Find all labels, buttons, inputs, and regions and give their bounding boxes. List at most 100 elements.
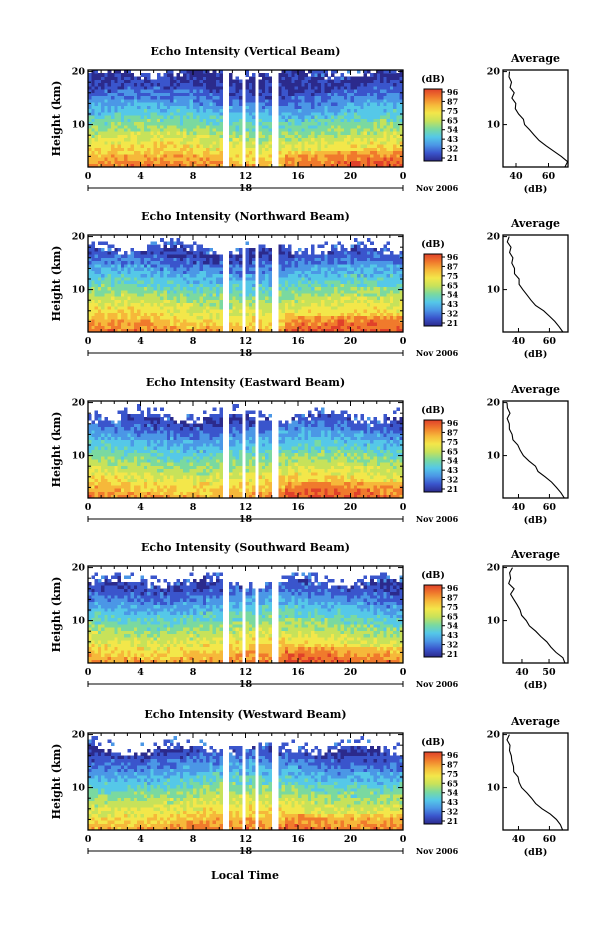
x-tick-label: 4 [137, 667, 144, 678]
y-tick-label: 20 [72, 563, 86, 574]
day-label: 18 [239, 183, 253, 194]
panel-1: Echo Intensity (Northward Beam) 0 4 8 12 16 20… [50, 210, 569, 360]
colorbar-tick-label: 43 [447, 797, 459, 807]
colorbar-tick-label: 87 [447, 592, 458, 602]
colorbar-tick-label: 32 [447, 475, 458, 485]
panel-title: Echo Intensity (Westward Beam) [144, 708, 346, 721]
y-tick-label: 20 [72, 730, 86, 741]
colorbar-tick-label: 43 [447, 134, 459, 144]
average-x-label: (dB) [524, 680, 548, 691]
panel-4: Echo Intensity (Westward Beam) 0 4 8 12 16 20 0… [50, 708, 569, 858]
x-tick-label: 12 [239, 834, 252, 845]
y-tick-label: 10 [72, 616, 86, 627]
colorbar-tick-label: 65 [447, 280, 458, 290]
average-title: Average [510, 715, 560, 728]
colorbar-tick-label: 87 [447, 427, 458, 437]
colorbar-unit: (dB) [421, 405, 445, 416]
colorbar-tick-label: 54 [447, 621, 459, 631]
x-tick-label: 0 [85, 834, 92, 845]
x-tick-label: 4 [137, 336, 144, 347]
average-y-tick-label: 10 [487, 285, 501, 296]
average-x-label: (dB) [524, 515, 548, 526]
colorbar-tick-label: 65 [447, 115, 458, 125]
colorbar-tick-label: 32 [447, 309, 458, 319]
average-frame [502, 565, 569, 664]
x-tick-label: 0 [85, 502, 92, 513]
average-x-tick-label: 40 [512, 336, 526, 347]
heatmap [88, 70, 404, 168]
colorbar-tick-label: 21 [447, 816, 458, 826]
day-label: 18 [239, 846, 253, 857]
x-tick-label: 20 [344, 667, 358, 678]
x-tick-label: 8 [190, 667, 197, 678]
average-y-tick-label: 20 [487, 67, 501, 78]
day-label: 18 [239, 514, 253, 525]
colorbar [423, 419, 443, 493]
x-axis-label: Local Time [211, 869, 279, 882]
colorbar-tick-label: 96 [447, 418, 459, 428]
colorbar-tick-label: 96 [447, 252, 459, 262]
average-x-tick-label: 60 [543, 834, 557, 845]
x-tick-label: 0 [85, 171, 92, 182]
date-label: Nov 2006 [416, 183, 459, 193]
colorbar-unit: (dB) [421, 74, 445, 85]
colorbar-tick-label: 32 [447, 144, 458, 154]
colorbar-tick-label: 87 [447, 261, 458, 271]
panel-title: Echo Intensity (Vertical Beam) [150, 45, 340, 58]
average-x-tick-label: 60 [542, 171, 556, 182]
y-axis-label: Height (km) [50, 744, 63, 820]
x-tick-label: 8 [190, 502, 197, 513]
colorbar-unit: (dB) [421, 570, 445, 581]
x-tick-label: 20 [344, 336, 358, 347]
colorbar-tick-label: 54 [447, 125, 459, 135]
colorbar-unit: (dB) [421, 239, 445, 250]
colorbar-tick-label: 32 [447, 640, 458, 650]
colorbar-tick-label: 54 [447, 290, 459, 300]
average-frame [502, 69, 569, 168]
average-y-tick-label: 10 [487, 120, 501, 131]
colorbar-tick-label: 65 [447, 778, 458, 788]
colorbar-tick-label: 75 [447, 106, 458, 116]
average-y-tick-label: 20 [487, 730, 501, 741]
colorbar [423, 584, 443, 658]
average-y-tick-label: 20 [487, 232, 501, 243]
colorbar [423, 253, 443, 327]
colorbar-tick-label: 96 [447, 87, 459, 97]
average-profile-line [508, 71, 569, 168]
colorbar-unit: (dB) [421, 737, 445, 748]
colorbar-tick-label: 32 [447, 807, 458, 817]
x-tick-label: 0 [85, 336, 92, 347]
colorbar-tick-label: 21 [447, 649, 458, 659]
x-tick-label: 16 [291, 667, 305, 678]
x-tick-label: 20 [344, 502, 358, 513]
average-title: Average [510, 383, 560, 396]
colorbar-tick-label: 54 [447, 456, 459, 466]
average-frame [502, 400, 569, 499]
y-tick-label: 10 [72, 285, 86, 296]
average-frame [502, 234, 569, 333]
heatmap [88, 404, 404, 499]
average-title: Average [510, 217, 560, 230]
colorbar [423, 88, 443, 162]
average-y-tick-label: 10 [487, 616, 501, 627]
heatmap [88, 238, 404, 333]
x-tick-label: 16 [291, 171, 305, 182]
average-profile-line [506, 236, 564, 333]
x-tick-label: 16 [291, 834, 305, 845]
average-x-tick-label: 40 [512, 502, 526, 513]
x-tick-label: 0 [400, 667, 407, 678]
average-profile-line [508, 567, 566, 664]
average-y-tick-label: 20 [487, 563, 501, 574]
date-label: Nov 2006 [416, 514, 459, 524]
average-frame [502, 732, 569, 831]
heatmap [88, 736, 404, 831]
x-tick-label: 20 [344, 171, 358, 182]
average-y-tick-label: 10 [487, 783, 501, 794]
y-tick-label: 20 [72, 67, 86, 78]
colorbar-tick-label: 43 [447, 465, 459, 475]
y-tick-label: 10 [72, 451, 86, 462]
x-tick-label: 8 [190, 171, 197, 182]
average-x-label: (dB) [524, 349, 548, 360]
x-tick-label: 0 [400, 502, 407, 513]
